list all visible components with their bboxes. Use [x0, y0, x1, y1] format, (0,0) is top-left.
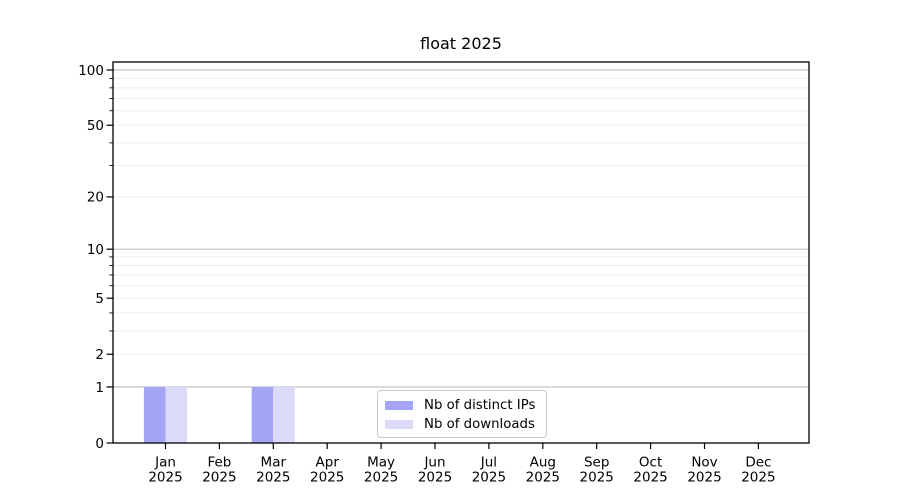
legend-swatch-downloads	[385, 419, 413, 430]
x-tick-label-month: Sep	[584, 455, 609, 471]
y-tick-label: 5	[95, 291, 104, 307]
x-tick-label-month: Mar	[261, 455, 287, 471]
legend-label-distinct-ips: Nb of distinct IPs	[424, 398, 536, 413]
y-tick-label: 0	[95, 436, 104, 452]
y-tick-label: 20	[87, 190, 104, 206]
x-tick-label-month: Jan	[154, 455, 176, 471]
x-tick-label-year: 2025	[472, 470, 506, 486]
x-tick-label-year: 2025	[310, 470, 344, 486]
x-tick-label-year: 2025	[633, 470, 667, 486]
x-tick-label-year: 2025	[580, 470, 614, 486]
chart-title: float 2025	[420, 34, 502, 53]
x-tick-label-month: Jul	[480, 455, 497, 471]
x-tick-label-month: Feb	[207, 455, 231, 471]
legend-item-distinct-ips: Nb of distinct IPs	[385, 396, 538, 415]
x-tick-label-year: 2025	[526, 470, 560, 486]
bar-nb-of-downloads-mar	[273, 386, 295, 443]
legend-swatch-distinct-ips	[385, 400, 413, 411]
x-tick-label-year: 2025	[364, 470, 398, 486]
y-tick-label: 2	[95, 347, 104, 363]
plot-background	[113, 62, 809, 443]
x-tick-label-month: May	[367, 455, 395, 471]
x-tick-label-month: Nov	[691, 455, 717, 471]
x-tick-label-year: 2025	[418, 470, 452, 486]
x-tick-label-month: Apr	[316, 455, 340, 471]
bar-nb-of-distinct-ips-jan	[143, 386, 166, 443]
y-tick-label: 50	[87, 118, 104, 134]
x-tick-label-month: Dec	[745, 455, 771, 471]
legend-item-downloads: Nb of downloads	[385, 415, 538, 434]
bar-nb-of-distinct-ips-mar	[251, 386, 274, 443]
y-tick-label: 10	[87, 242, 104, 258]
y-tick-label: 1	[95, 380, 104, 396]
x-tick-label-year: 2025	[148, 470, 182, 486]
legend: Nb of distinct IPs Nb of downloads	[377, 390, 547, 438]
x-tick-label-month: Jun	[423, 455, 445, 471]
y-tick-label: 100	[78, 63, 104, 79]
axes-frame	[112, 61, 810, 444]
x-tick-label-year: 2025	[202, 470, 236, 486]
legend-label-downloads: Nb of downloads	[424, 417, 535, 432]
x-tick-label-month: Oct	[639, 455, 662, 471]
x-tick-label-year: 2025	[687, 470, 721, 486]
x-tick-label-year: 2025	[741, 470, 775, 486]
x-tick-label-month: Aug	[530, 455, 556, 471]
x-tick-label-year: 2025	[256, 470, 290, 486]
bar-nb-of-downloads-jan	[165, 386, 188, 443]
